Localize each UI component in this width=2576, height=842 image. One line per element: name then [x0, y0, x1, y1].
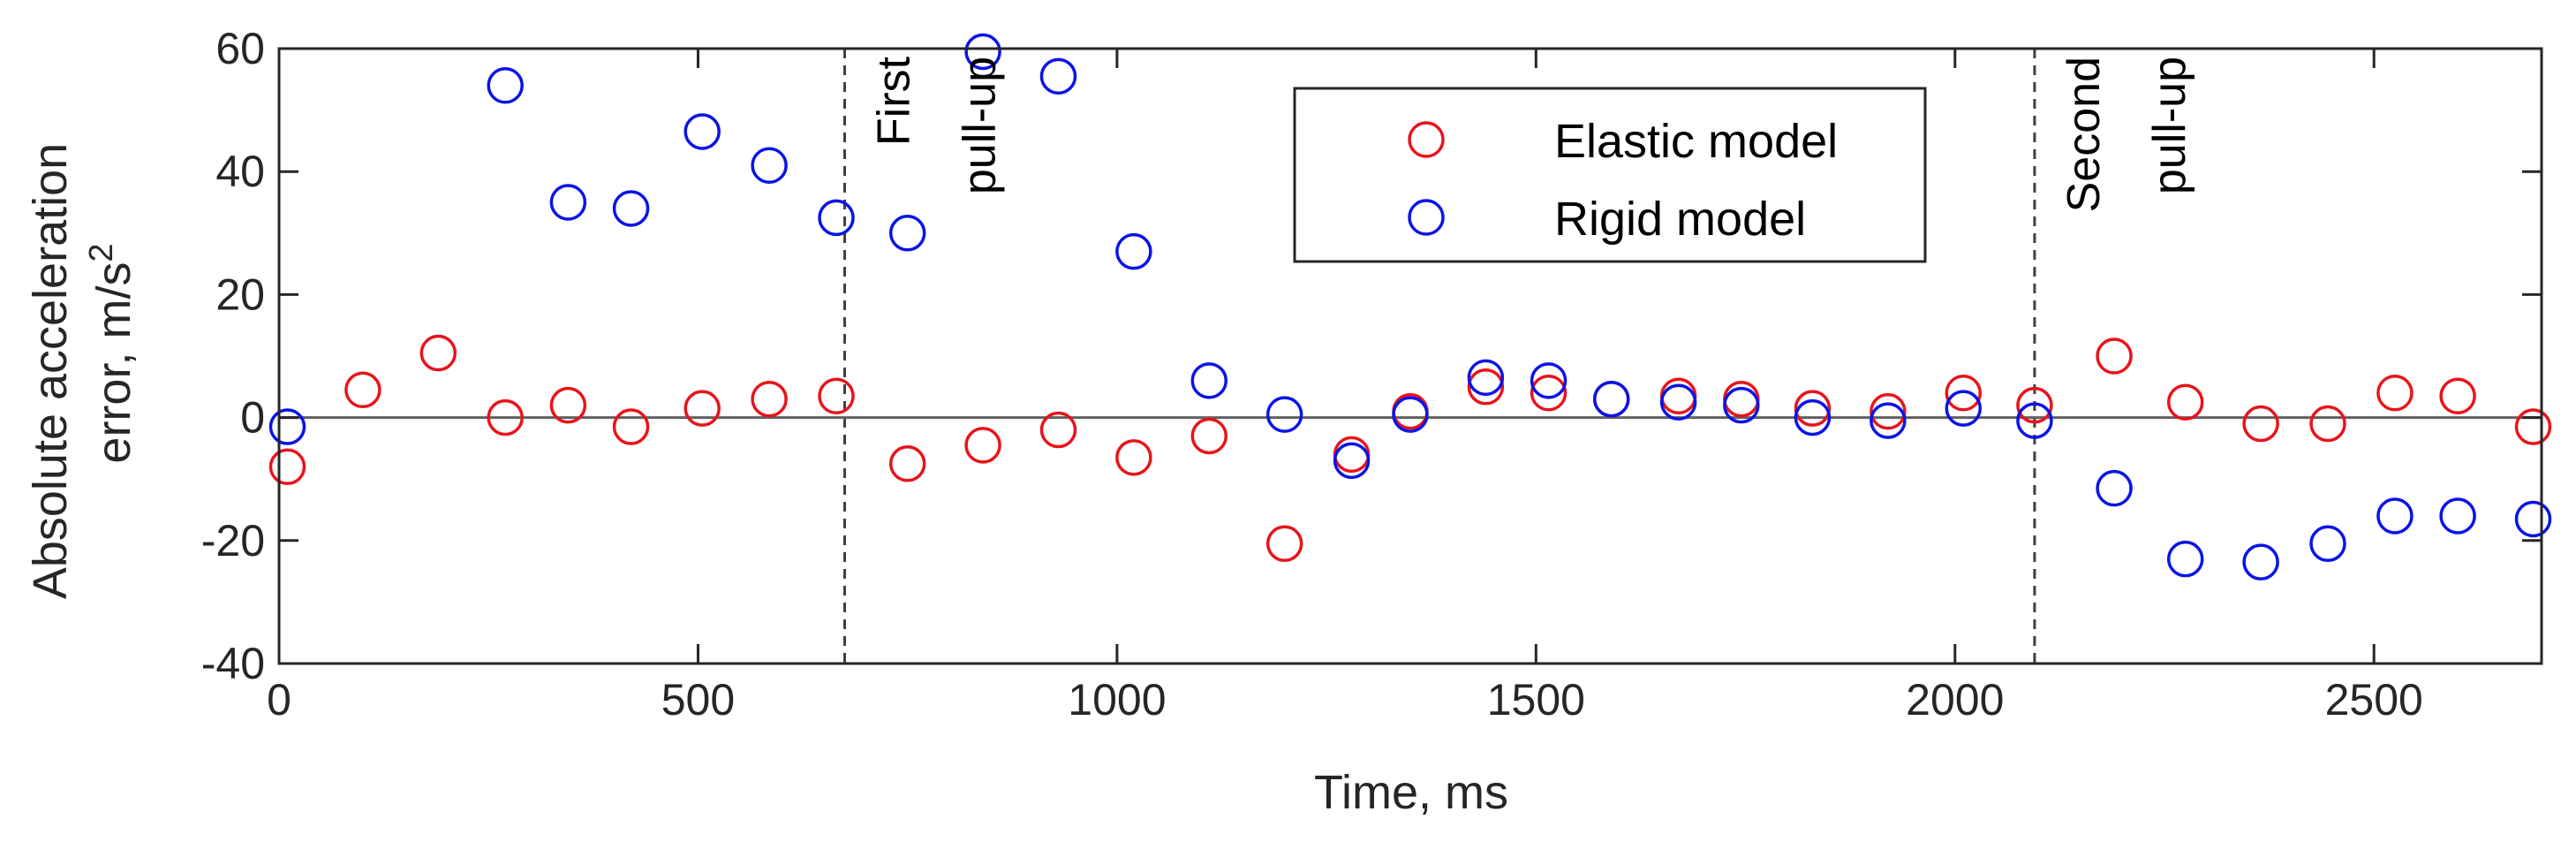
point-elastic — [2514, 408, 2552, 445]
point-rigid — [1945, 390, 1983, 427]
point-elastic — [684, 390, 721, 427]
x-tick-label: 1500 — [1487, 675, 1585, 724]
x-tick-label: 2500 — [2325, 675, 2423, 724]
legend-label-rigid: Rigid model — [1554, 193, 1806, 246]
point-rigid — [1265, 396, 1303, 433]
legend: Elastic model Rigid model — [1293, 87, 1927, 263]
y-tick-label: 20 — [215, 269, 265, 319]
event-lines — [843, 49, 2036, 664]
y-tick-label: -40 — [201, 639, 265, 688]
point-rigid — [964, 33, 1001, 71]
point-rigid — [2514, 500, 2552, 538]
plot-frame — [277, 47, 2543, 665]
point-elastic — [818, 377, 855, 414]
point-rigid — [1870, 402, 1907, 439]
point-elastic — [888, 445, 926, 482]
point-rigid — [1723, 386, 1760, 424]
annotations: First pull-up Second pull-up — [869, 56, 2195, 212]
x-tick-label: 1000 — [1068, 675, 1166, 724]
y-axis-label-line1: Absolute acceleration — [24, 143, 77, 599]
x-tick-label: 0 — [267, 675, 291, 724]
point-elastic — [1945, 375, 1983, 412]
point-rigid — [1392, 396, 1429, 433]
point-elastic — [1265, 525, 1303, 563]
point-rigid — [487, 67, 524, 104]
point-rigid — [1467, 359, 1505, 397]
point-rigid — [2439, 497, 2476, 535]
point-elastic — [2016, 386, 2053, 424]
point-rigid — [751, 147, 788, 184]
point-elastic — [268, 448, 306, 486]
annotation-1-line2: pull-up — [955, 57, 1006, 194]
point-rigid — [1115, 232, 1152, 270]
point-elastic — [419, 334, 457, 372]
annotation-2-line2: pull-up — [2144, 57, 2195, 194]
y-axis-label-unit: error, m/s — [87, 262, 140, 464]
point-rigid — [1190, 362, 1228, 399]
point-elastic — [1870, 392, 1907, 430]
point-elastic — [487, 398, 524, 436]
annotation-1-line1: First — [869, 56, 920, 146]
axis-ticks: 0 500 1000 1500 2000 2500 -40 -20 0 20 40 60 — [201, 24, 2542, 724]
point-rigid — [549, 184, 587, 221]
legend-box — [1293, 87, 1927, 263]
point-rigid — [268, 408, 306, 445]
point-rigid — [1530, 362, 1568, 399]
legend-label-elastic: Elastic model — [1554, 115, 1838, 168]
point-rigid — [2096, 469, 2133, 507]
point-elastic — [1467, 368, 1505, 406]
point-rigid — [2376, 497, 2414, 535]
point-elastic — [1039, 411, 1077, 449]
point-elastic — [751, 380, 788, 418]
y-axis-label-line2: error, m/s2 — [83, 243, 140, 463]
point-rigid — [684, 113, 721, 150]
point-rigid — [888, 215, 926, 252]
point-rigid — [1039, 57, 1077, 95]
point-elastic — [2376, 375, 2414, 412]
point-rigid — [1333, 442, 1371, 480]
point-elastic — [1115, 439, 1152, 476]
y-axis-label-superscript: 2 — [83, 243, 120, 262]
point-elastic — [2439, 377, 2476, 414]
y-tick-label: 40 — [215, 147, 265, 196]
point-rigid — [2309, 525, 2346, 563]
legend-marker-rigid — [1408, 199, 1445, 236]
axes-box — [277, 47, 2543, 665]
point-elastic — [964, 427, 1001, 464]
y-tick-label: -20 — [201, 516, 265, 565]
point-elastic — [612, 408, 650, 445]
point-elastic — [1190, 417, 1228, 455]
point-elastic — [1794, 390, 1832, 427]
point-elastic — [2096, 338, 2133, 375]
point-rigid — [1659, 383, 1697, 421]
y-tick-label: 60 — [215, 24, 265, 73]
x-axis-label: Time, ms — [1314, 766, 1508, 819]
x-tick-label: 500 — [661, 675, 735, 724]
annotation-2-line1: Second — [2059, 57, 2110, 212]
point-rigid — [1592, 380, 1630, 418]
point-rigid — [2166, 540, 2204, 578]
point-rigid — [2242, 543, 2279, 580]
point-elastic — [2309, 405, 2346, 443]
point-rigid — [2016, 402, 2053, 439]
point-rigid — [612, 190, 650, 227]
point-elastic — [1530, 375, 1568, 412]
legend-marker-elastic — [1408, 121, 1445, 158]
point-rigid — [818, 199, 855, 237]
point-elastic — [2166, 383, 2204, 421]
point-elastic — [344, 371, 381, 409]
point-rigid — [1794, 398, 1832, 436]
y-tick-label: 0 — [240, 393, 265, 443]
data-points — [268, 33, 2552, 580]
x-tick-label: 2000 — [1906, 675, 2004, 724]
point-elastic — [2242, 405, 2279, 443]
point-elastic — [549, 386, 587, 424]
